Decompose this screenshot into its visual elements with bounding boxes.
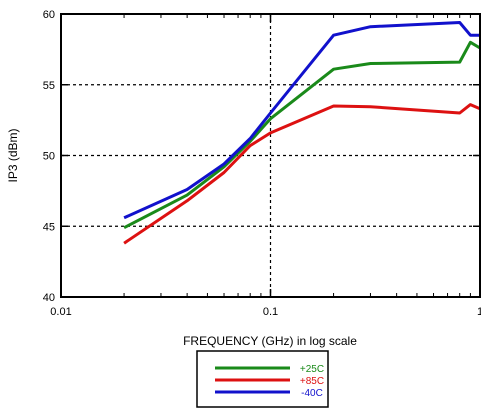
y-tick-label: 55: [43, 80, 55, 92]
series-line-40c: [123, 21, 480, 220]
y-axis-label: IP3 (dBm): [6, 128, 20, 182]
series-line-85c: [123, 103, 481, 245]
tick-labels: 40 45 50 55 60 0.01 0.1 1: [43, 9, 481, 318]
grid-lines: [61, 14, 480, 297]
y-tick-label: 60: [43, 9, 55, 21]
x-tick-label: 1: [477, 306, 481, 318]
series-line-25c: [123, 40, 481, 230]
axis-ticks: [60, 13, 481, 298]
y-tick-label: 50: [43, 151, 55, 163]
legend: +25C+85C-40C: [196, 350, 329, 408]
legend-label: -40C: [301, 388, 323, 399]
legend-label: +25C: [300, 364, 324, 375]
x-axis-label: FREQUENCY (GHz) in log scale: [183, 334, 357, 348]
series-lines: [123, 21, 481, 245]
y-tick-label: 40: [43, 292, 55, 304]
x-tick-label: 0.01: [50, 306, 71, 318]
x-tick-label: 0.1: [263, 306, 278, 318]
legend-label: +85C: [300, 376, 324, 387]
y-tick-label: 45: [43, 221, 55, 233]
